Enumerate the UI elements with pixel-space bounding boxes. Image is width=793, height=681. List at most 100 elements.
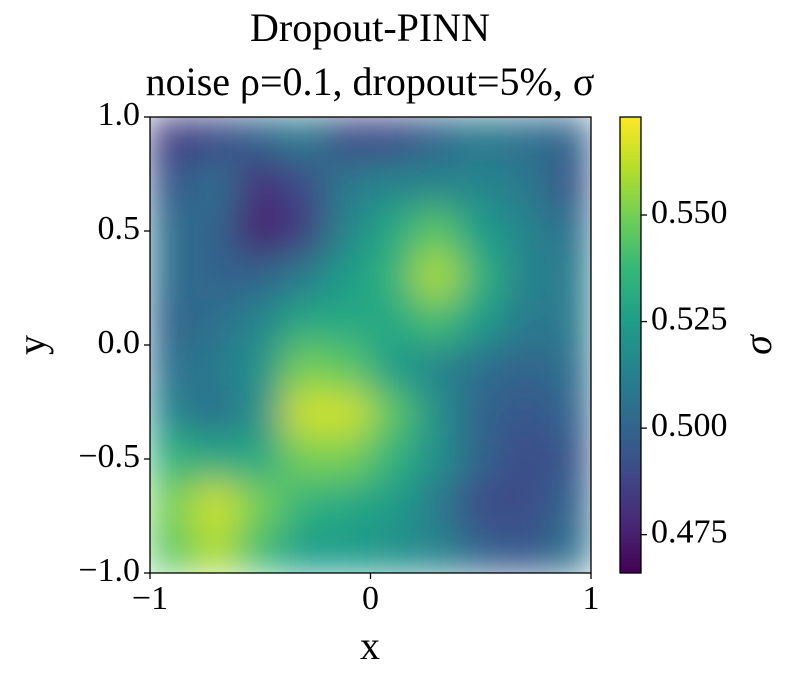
colorbar-gradient [620,375,641,380]
colorbar-gradient [620,295,641,300]
heatmap-cell [281,162,327,209]
colorbar-gradient [620,523,641,528]
colorbar-gradient [620,356,641,361]
heatmap-cell [370,298,416,346]
heatmap-cell [414,435,460,483]
colorbar-gradient [620,188,641,194]
colorbar-gradient [620,530,641,536]
heatmap-cell [458,207,504,255]
heatmap-cell [193,117,239,164]
y-axis-label: y [9,335,54,355]
colorbar-tick-label: 0.550 [651,194,728,231]
colorbar-gradient [620,473,641,479]
colorbar-gradient [620,226,641,232]
heatmap-cell [237,435,283,483]
colorbar-gradient [620,397,641,403]
colorbar-gradient [620,249,641,255]
heatmap-cell [546,435,591,483]
colorbar-tick-label: 0.525 [651,300,728,337]
heatmap-cell [325,162,371,209]
colorbar [620,116,641,574]
colorbar-gradient [620,150,641,156]
colorbar-gradient [620,371,641,376]
colorbar-gradient [620,382,641,388]
colorbar-gradient [620,565,641,570]
colorbar-gradient [620,348,641,353]
colorbar-gradient [620,291,641,296]
colorbar-gradient [620,496,641,502]
colorbar-gradient [620,200,641,205]
heatmap-cell [546,253,591,300]
heatmap-cell [546,117,591,164]
colorbar-gradient [620,546,641,551]
heatmap-cell [237,162,283,209]
colorbar-gradient [620,257,641,262]
colorbar-gradient [620,120,641,125]
x-tick-label: 0 [362,580,379,617]
heatmap-cell [281,344,327,392]
heatmap-cell [281,526,327,573]
colorbar-gradient [620,116,641,122]
heatmap-cell [237,481,283,528]
colorbar-gradient [620,416,641,422]
colorbar-gradient [620,131,641,137]
colorbar-gradient [620,299,641,304]
colorbar-gradient [620,238,641,243]
y-tick-label: 0.0 [98,324,141,361]
colorbar-gradient [620,549,641,555]
heatmap-cell [193,390,239,437]
colorbar-gradient [620,318,641,323]
colorbar-gradient [620,147,641,152]
colorbar-gradient [620,359,641,365]
heatmap-cell [150,344,195,392]
colorbar-gradient [620,352,641,357]
colorbar-gradient [620,378,641,384]
heatmap-cell [325,253,371,300]
heatmap-cell [458,253,504,300]
colorbar-gradient [620,527,641,532]
heatmap-cell [502,526,548,573]
colorbar-gradient [620,511,641,517]
colorbar-gradient [620,492,641,498]
heatmap-cell [414,344,460,392]
colorbar-gradient [620,462,641,467]
x-axis-label: x [360,623,380,668]
colorbar-label: σ [735,334,780,355]
colorbar-gradient [620,204,641,209]
colorbar-gradient [620,223,641,228]
heatmap-cell [458,481,504,528]
colorbar-gradient [620,143,641,148]
colorbar-gradient [620,447,641,452]
heatmap-cell [193,253,239,300]
colorbar-gradient [620,253,641,258]
heatmap-cells [150,117,591,573]
heatmap-cell [370,162,416,209]
colorbar-gradient [620,413,641,418]
heatmap-cell [502,162,548,209]
heatmap-cell [281,117,327,164]
heatmap-cell [414,390,460,437]
heatmap-cell [281,390,327,437]
colorbar-gradient [620,185,641,190]
colorbar-gradient [620,435,641,441]
colorbar-gradient [620,561,641,566]
y-tick-label: 1.0 [98,96,141,133]
heatmap-cell [546,162,591,209]
colorbar-gradient [620,386,641,391]
heatmap-cell [193,435,239,483]
colorbar-gradient [620,215,641,220]
heatmap-cell [150,435,195,483]
colorbar-gradient [620,470,641,475]
colorbar-gradient [620,276,641,281]
heatmap-cell [193,526,239,573]
heatmap-cell [150,390,195,437]
colorbar-gradient [620,340,641,346]
heatmap-cell [150,481,195,528]
colorbar-gradient [620,139,641,144]
colorbar-gradient [620,485,641,490]
heatmap-cell [237,117,283,164]
chart-title: Dropout-PINN [250,5,490,50]
heatmap-cell [325,526,371,573]
y-tick-label: −1.0 [78,552,140,589]
